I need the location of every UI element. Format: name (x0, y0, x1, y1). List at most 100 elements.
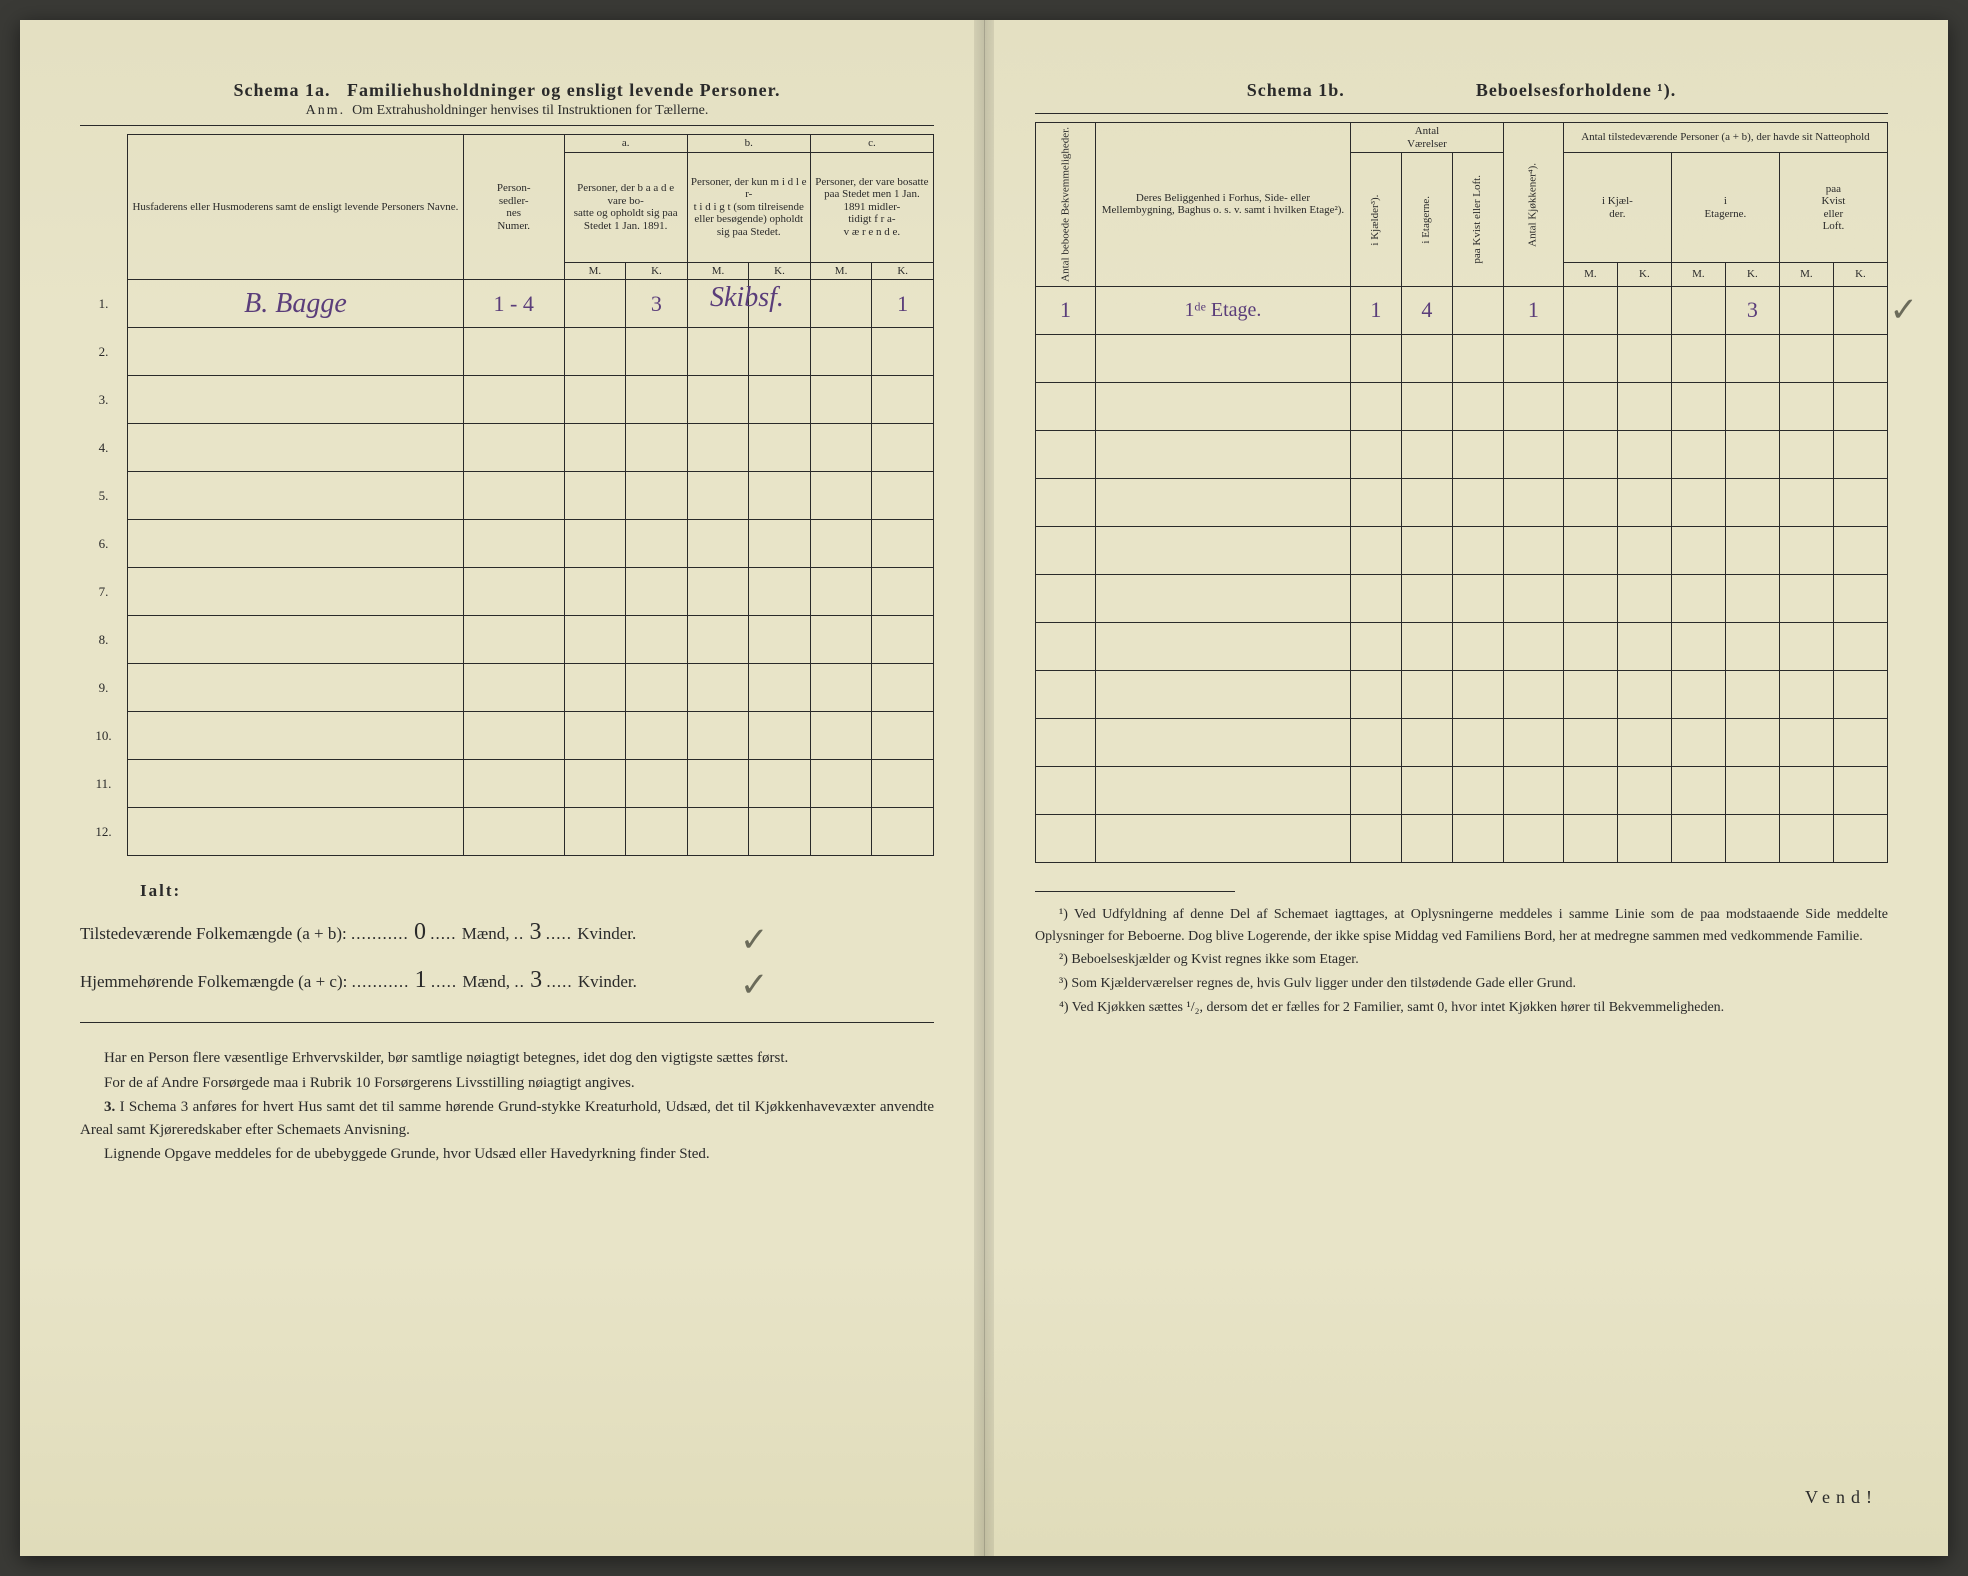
cell-value (1452, 382, 1503, 430)
row-number: 10. (80, 712, 128, 760)
cell-value (872, 568, 934, 616)
title-1b-prefix: Schema 1b. (1247, 80, 1345, 100)
col-personsedler: Person- sedler- nes Numer. (463, 135, 564, 280)
cell-value (1563, 334, 1617, 382)
cell-value (1350, 814, 1401, 862)
row-number: 1. (80, 280, 128, 328)
row-number: 12. (80, 808, 128, 856)
cell-value (872, 616, 934, 664)
cell-value (687, 520, 749, 568)
cell-value: 1 (1350, 286, 1401, 334)
cell-value (626, 712, 688, 760)
cell-value (1563, 574, 1617, 622)
cell-value (1350, 670, 1401, 718)
cell-value (1563, 814, 1617, 862)
row-number: 6. (80, 520, 128, 568)
cell-value (1671, 430, 1725, 478)
cell-value (1503, 766, 1563, 814)
table-row: 11ᵈᵉ Etage.1413 (1036, 286, 1888, 334)
cell-value (1617, 766, 1671, 814)
cell-value (1833, 286, 1887, 334)
table-row (1036, 622, 1888, 670)
cell-value (687, 424, 749, 472)
cell-value (626, 520, 688, 568)
cell-value (810, 760, 872, 808)
maend-word-2: Mænd, (462, 972, 510, 991)
cell-value (1350, 382, 1401, 430)
table-row (1036, 814, 1888, 862)
cell-value (1671, 670, 1725, 718)
footnote-divider (1035, 891, 1235, 892)
cell-value (564, 808, 626, 856)
cell-value (1503, 574, 1563, 622)
cell-value (1833, 478, 1887, 526)
col-c-text: Personer, der vare bosatte paa Stedet me… (810, 152, 933, 262)
cell-value (1503, 430, 1563, 478)
footnote-4: ⁴) Ved Kjøkken sættes ¹/₂, dersom det er… (1035, 997, 1888, 1019)
col-b-k: K. (749, 262, 811, 280)
cell-value (1563, 382, 1617, 430)
cell-value (1725, 430, 1779, 478)
cell-value (626, 472, 688, 520)
cell-value (810, 280, 872, 328)
row-number: 2. (80, 328, 128, 376)
col-i-kjaelder2: i Kjæl- der. (1563, 153, 1671, 263)
cell-value (1725, 622, 1779, 670)
cell-value (1452, 718, 1503, 766)
cell-value (1779, 430, 1833, 478)
cell-value (1095, 670, 1350, 718)
cell-value (810, 712, 872, 760)
row-number: 7. (80, 568, 128, 616)
cell-value (1671, 526, 1725, 574)
footnote-3: ³) Som Kjælderværelser regnes de, hvis G… (1035, 973, 1888, 995)
cell-value (687, 808, 749, 856)
tilstedevaerende-label: Tilstedeværende Folkemængde (a + b): (80, 924, 347, 943)
cell-value (1036, 526, 1096, 574)
cell-value (1563, 766, 1617, 814)
cell-value (1779, 382, 1833, 430)
cell-value (1452, 478, 1503, 526)
cell-value (1452, 622, 1503, 670)
cell-value (1671, 718, 1725, 766)
anm-label: Anm. (306, 103, 346, 118)
cell-value (687, 616, 749, 664)
cell-value (749, 520, 811, 568)
cell-value (1036, 430, 1096, 478)
cell-value (1452, 526, 1503, 574)
cell-value (564, 760, 626, 808)
cell-name (128, 328, 464, 376)
footnote-2: ²) Beboelseskjælder og Kvist regnes ikke… (1035, 949, 1888, 971)
cell-value (1779, 526, 1833, 574)
tilstedevaerende-maend: 0 (414, 919, 426, 945)
cell-name (128, 472, 464, 520)
col-ek: K. (1725, 263, 1779, 287)
table-row: 9. (80, 664, 934, 712)
cell-value (463, 760, 564, 808)
table-row (1036, 670, 1888, 718)
title-prefix: Schema 1a. (233, 80, 330, 100)
row-number: 3. (80, 376, 128, 424)
col-em: M. (1671, 263, 1725, 287)
cell-value (749, 664, 811, 712)
cell-value (1452, 286, 1503, 334)
cell-value (1036, 622, 1096, 670)
cell-value (749, 712, 811, 760)
cell-value (564, 616, 626, 664)
cell-value (1452, 430, 1503, 478)
cell-value (1617, 430, 1671, 478)
cell-value (626, 664, 688, 712)
cell-value (749, 472, 811, 520)
subtitle-text: Om Extrahusholdninger henvises til Instr… (352, 103, 708, 118)
cell-value (1833, 574, 1887, 622)
body-p4: Lignende Opgave meddeles for de ubebygge… (80, 1143, 934, 1166)
table-row: 3. (80, 376, 934, 424)
cell-value (1401, 670, 1452, 718)
cell-value (1563, 430, 1617, 478)
cell-value: 1 (1036, 286, 1096, 334)
cell-value (687, 568, 749, 616)
divider-1b (1035, 113, 1888, 114)
cell-value (872, 808, 934, 856)
col-i-kjaelder: i Kjælder³). (1350, 153, 1401, 287)
cell-value (1671, 622, 1725, 670)
col-c-label: c. (810, 135, 933, 153)
